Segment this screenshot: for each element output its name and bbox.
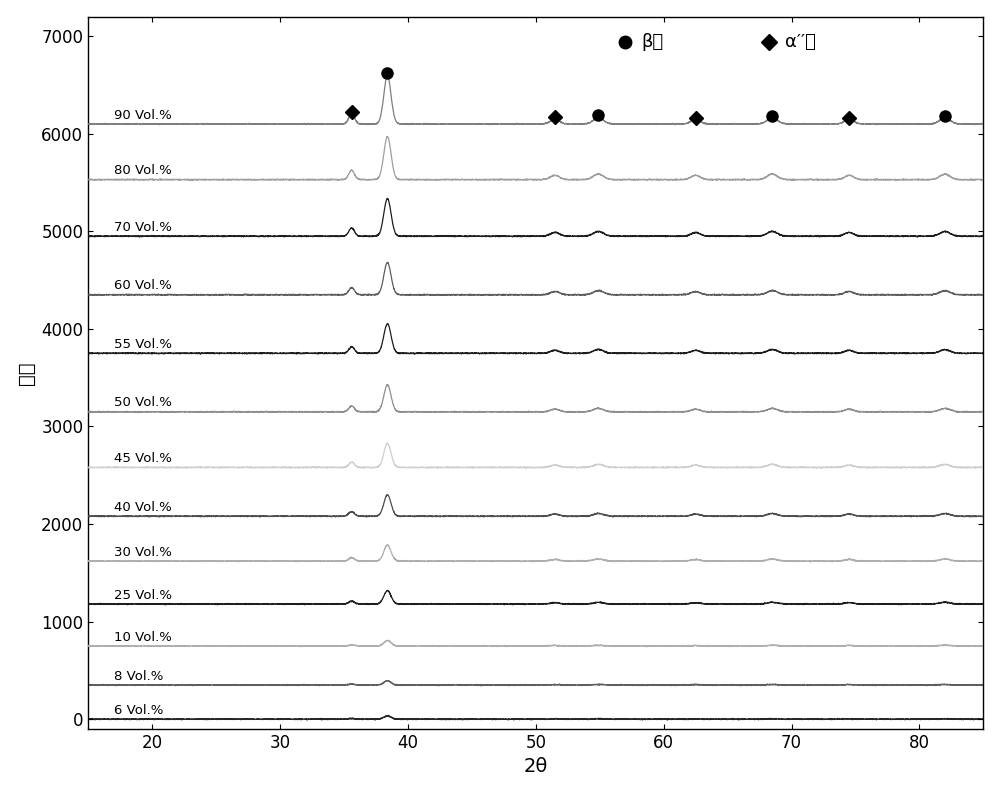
Text: 30 Vol.%: 30 Vol.% bbox=[114, 546, 172, 558]
Text: 90 Vol.%: 90 Vol.% bbox=[114, 109, 172, 121]
Text: 50 Vol.%: 50 Vol.% bbox=[114, 396, 172, 409]
Text: α′′相: α′′相 bbox=[785, 33, 815, 51]
Text: 55 Vol.%: 55 Vol.% bbox=[114, 338, 172, 351]
Text: 8 Vol.%: 8 Vol.% bbox=[114, 669, 163, 683]
Text: 45 Vol.%: 45 Vol.% bbox=[114, 452, 172, 465]
X-axis label: 2θ: 2θ bbox=[524, 757, 548, 776]
Text: 70 Vol.%: 70 Vol.% bbox=[114, 220, 172, 234]
Text: 25 Vol.%: 25 Vol.% bbox=[114, 588, 172, 602]
Text: 80 Vol.%: 80 Vol.% bbox=[114, 164, 172, 177]
Text: 60 Vol.%: 60 Vol.% bbox=[114, 279, 172, 293]
Text: β相: β相 bbox=[641, 33, 664, 51]
Text: 40 Vol.%: 40 Vol.% bbox=[114, 500, 172, 514]
Y-axis label: 强度: 强度 bbox=[17, 361, 36, 385]
Text: 10 Vol.%: 10 Vol.% bbox=[114, 630, 172, 644]
Text: 6 Vol.%: 6 Vol.% bbox=[114, 703, 163, 717]
